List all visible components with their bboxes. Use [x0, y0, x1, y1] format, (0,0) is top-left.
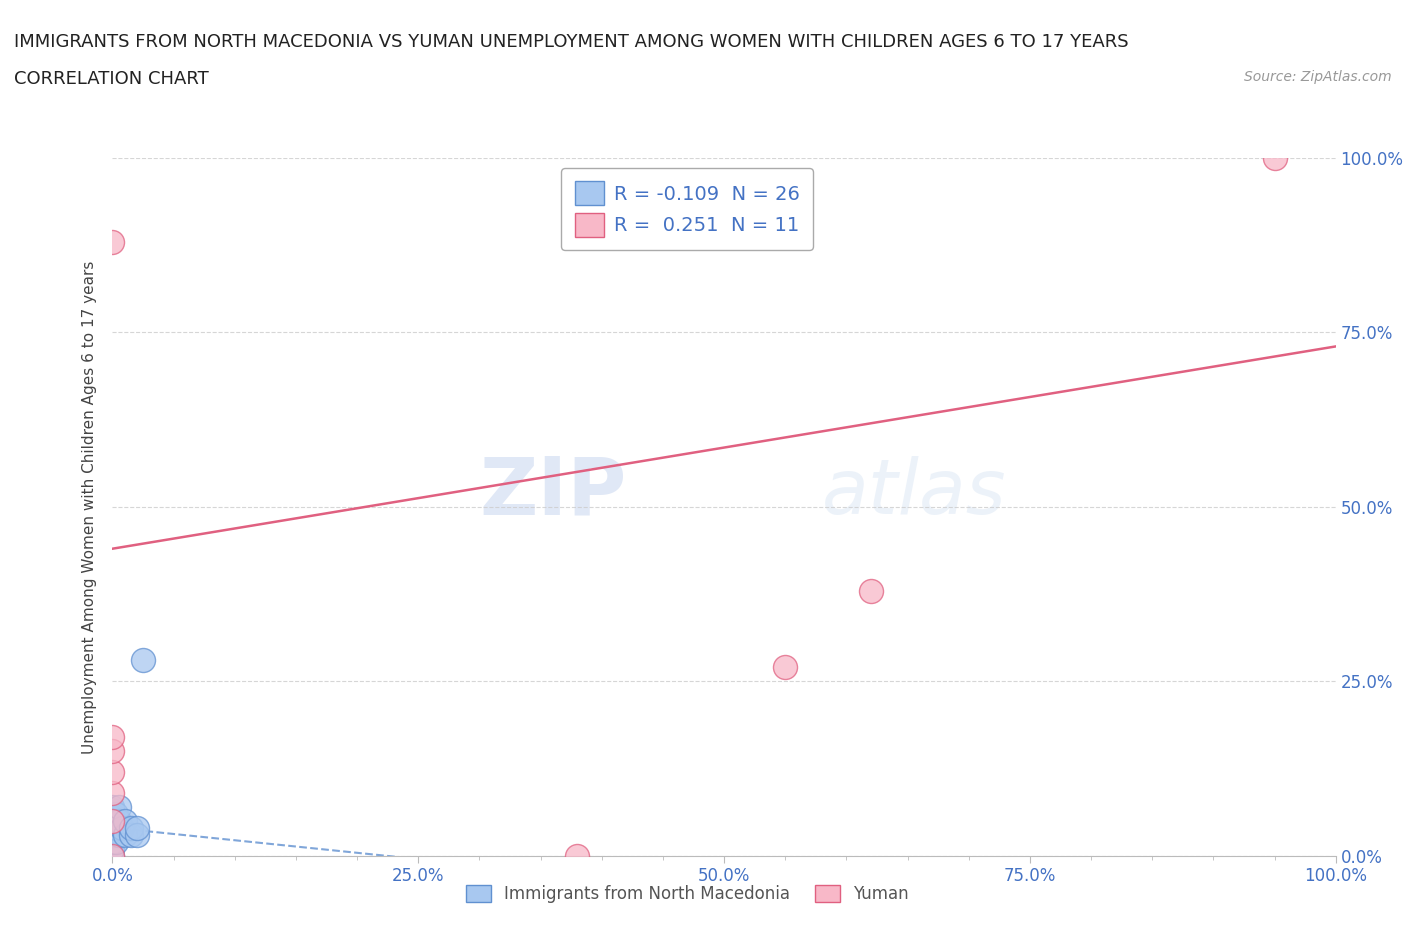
Point [125, 828, 148, 843]
Point [101, 764, 124, 779]
Point [107, 800, 129, 815]
Point [120, 820, 142, 835]
Point [105, 806, 128, 821]
Point [101, 744, 124, 759]
Point [859, 583, 882, 598]
Point [101, 729, 124, 744]
Point [105, 820, 128, 835]
Text: atlas: atlas [823, 456, 1007, 530]
Point [107, 828, 129, 843]
Point [101, 828, 124, 843]
Point [114, 828, 136, 843]
Legend: Immigrants from North Macedonia, Yuman: Immigrants from North Macedonia, Yuman [460, 879, 915, 910]
Point [111, 820, 134, 835]
Point [120, 828, 142, 843]
Point [101, 813, 124, 829]
Point [567, 848, 589, 863]
Point [101, 834, 124, 849]
Point [101, 824, 124, 839]
Point [101, 806, 124, 821]
Point [101, 803, 124, 817]
Point [101, 234, 124, 249]
Point [101, 813, 124, 829]
Point [101, 785, 124, 800]
Text: IMMIGRANTS FROM NORTH MACEDONIA VS YUMAN UNEMPLOYMENT AMONG WOMEN WITH CHILDREN : IMMIGRANTS FROM NORTH MACEDONIA VS YUMAN… [14, 33, 1129, 50]
Text: CORRELATION CHART: CORRELATION CHART [14, 70, 209, 87]
Point [101, 810, 124, 825]
Point [101, 817, 124, 831]
Point [101, 820, 124, 835]
Point [101, 800, 124, 815]
Point [114, 813, 136, 829]
Point [107, 813, 129, 829]
Point [101, 848, 124, 863]
Point [132, 653, 155, 668]
Point [101, 848, 124, 863]
Point [125, 820, 148, 835]
Point [105, 834, 128, 849]
Point [1264, 151, 1286, 166]
Text: Source: ZipAtlas.com: Source: ZipAtlas.com [1244, 70, 1392, 84]
Point [775, 660, 797, 675]
Y-axis label: Unemployment Among Women with Children Ages 6 to 17 years: Unemployment Among Women with Children A… [82, 260, 97, 753]
Text: ZIP: ZIP [479, 454, 626, 532]
Point [101, 842, 124, 856]
